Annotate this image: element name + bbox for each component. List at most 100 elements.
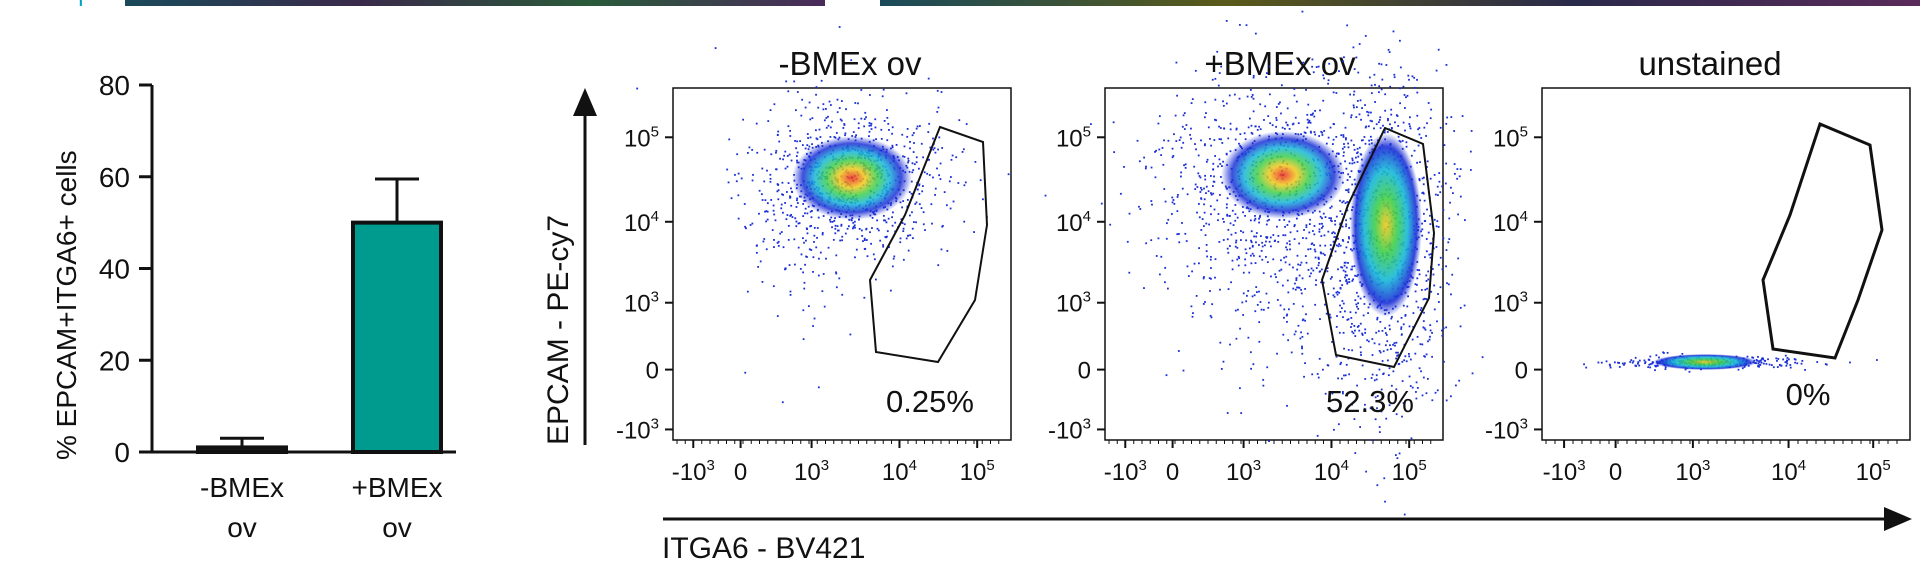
flow-event-dot [1427, 278, 1430, 281]
flow-event-dot [822, 273, 825, 275]
flow-event-dot [1166, 222, 1168, 225]
flow-event-dot [728, 138, 731, 141]
flow-event-dot [809, 118, 812, 121]
flow-event-dot [1421, 177, 1424, 180]
flow-event-dot [797, 222, 800, 225]
flow-event-dot [1386, 131, 1389, 133]
flow-event-dot [1227, 288, 1230, 290]
flow-event-dot [1258, 125, 1261, 128]
flow-event-dot [1378, 119, 1381, 121]
flow-event-dot [1176, 210, 1179, 213]
flow-event-dot [773, 238, 775, 241]
flow-event-dot [1345, 219, 1347, 222]
flow-event-dot [1151, 203, 1153, 206]
flow-event-dot [1204, 301, 1206, 303]
flow-event-dot [918, 125, 921, 127]
flow-event-dot [816, 236, 818, 239]
flow-event-dot [1356, 396, 1358, 398]
flow-event-dot [1342, 151, 1345, 154]
flow-event-dot [1197, 154, 1200, 157]
flow-event-dot [1154, 176, 1157, 179]
flow-event-dot [1268, 65, 1271, 68]
flow-event-dot [793, 238, 796, 241]
flow-event-dot [1242, 211, 1244, 214]
flow-event-dot [900, 218, 903, 221]
flow-event-dot [1253, 219, 1256, 222]
flow-event-dot [1317, 256, 1320, 259]
flow-event-dot [1165, 374, 1168, 377]
bar-category-1-line2: ov [227, 512, 257, 543]
flow-event-dot [1623, 362, 1626, 365]
flow-event-dot [1278, 269, 1281, 272]
flow-event-dot [1421, 234, 1424, 237]
flow-event-dot [1356, 147, 1359, 150]
flow-event-dot [1221, 142, 1224, 144]
flow-event-dot [1434, 391, 1437, 394]
flow-event-dot [1346, 201, 1349, 203]
flow-event-dot [1254, 215, 1256, 217]
flow-event-dot [853, 118, 856, 121]
flow-event-dot [1776, 359, 1778, 362]
flow-event-dot [915, 161, 918, 164]
flow-event-dot [817, 216, 820, 219]
flow-event-dot [1209, 258, 1212, 261]
flow-event-dot [1631, 361, 1634, 364]
flow-event-dot [1213, 180, 1216, 183]
flow-event-dot [945, 204, 948, 207]
flow-event-dot [1301, 277, 1304, 280]
flow-event-dot [886, 230, 889, 233]
flow-event-dot [1289, 60, 1292, 63]
flow-event-dot [1209, 290, 1211, 292]
flow-event-dot [1123, 165, 1125, 168]
flow-event-dot [1342, 316, 1344, 319]
flow-event-dot [796, 202, 799, 204]
flow-event-dot [915, 156, 918, 159]
flow-event-dot [901, 206, 904, 209]
flow-event-dot [1392, 370, 1395, 373]
flow-event-dot [1419, 161, 1421, 164]
flow-event-dot [1335, 326, 1338, 328]
flow-event-dot [1313, 244, 1315, 246]
flow-event-dot [1378, 426, 1381, 428]
flow-event-dot [1291, 123, 1294, 126]
flow-event-dot [769, 177, 772, 180]
flow-event-dot [777, 130, 780, 133]
flow-event-dot [1341, 201, 1344, 204]
flow-event-dot [783, 154, 786, 157]
flow-event-dot [1207, 126, 1210, 129]
flow-event-dot [1183, 112, 1186, 114]
flow-event-dot [1789, 364, 1792, 366]
flow-event-dot [1423, 126, 1426, 129]
flow-event-dot [1205, 222, 1208, 225]
flow-event-dot [891, 126, 894, 129]
flow-event-dot [1320, 252, 1323, 255]
flow-event-dot [1361, 139, 1364, 142]
flow-x-tick-label: 105 [1392, 457, 1427, 486]
flow-event-dot [1178, 241, 1181, 244]
flow-event-dot [1398, 452, 1401, 455]
flow-event-dot [1203, 276, 1205, 278]
flow-event-dot [841, 239, 844, 242]
flow-event-dot [1647, 358, 1650, 361]
flow-event-dot [1204, 178, 1207, 181]
flow-event-dot [1304, 319, 1306, 322]
flow-event-dot [1266, 366, 1269, 369]
flow-event-dot [1298, 242, 1301, 245]
flow-event-dot [1219, 127, 1222, 129]
flow-event-dot [1264, 244, 1266, 247]
flow-event-dot [636, 87, 639, 90]
flow-event-dot [1164, 266, 1167, 269]
flow-event-dot [1333, 428, 1335, 431]
flow-event-dot [1347, 191, 1350, 194]
flow-event-dot [1311, 65, 1314, 68]
flow-event-dot [1364, 104, 1366, 106]
flow-event-dot [1335, 355, 1338, 358]
flow-event-dot [816, 138, 819, 141]
flow-event-dot [1390, 384, 1393, 387]
flow-x-tick-label: -103 [1543, 457, 1586, 486]
flow-event-dot [883, 120, 886, 122]
flow-event-dot [1389, 85, 1392, 88]
flow-event-dot [1379, 127, 1382, 129]
flow-event-dot [1458, 379, 1461, 382]
